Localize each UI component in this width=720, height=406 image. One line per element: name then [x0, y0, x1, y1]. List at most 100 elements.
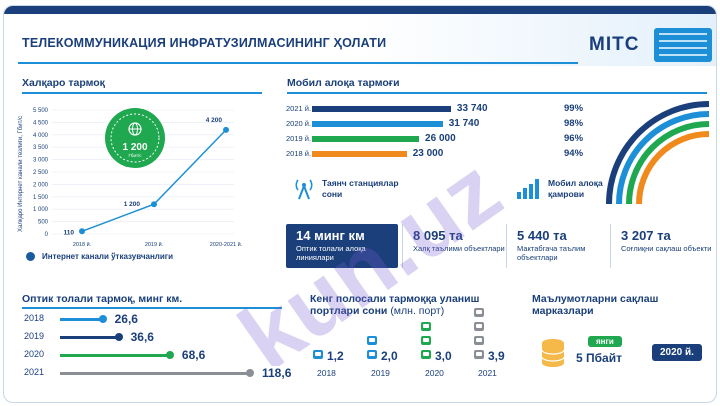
x-tick-label: 2018 й. — [73, 241, 92, 248]
port-year-label: 2019 — [371, 368, 390, 378]
port-icon — [367, 350, 377, 359]
mobile-bar — [312, 106, 451, 112]
fiber-connector-icon — [246, 369, 254, 377]
y-tick-label: 1 000 — [33, 207, 49, 213]
page-title: ТЕЛЕКОММУНИКАЦИЯ ИНФРАТУЗИЛМАСИНИНГ ҲОЛА… — [22, 36, 387, 50]
stat-box-kindergartens: 5 440 та Мактабгача таълим объектлари — [506, 224, 607, 268]
port-year-label: 2021 — [478, 368, 497, 378]
y-tick-label: 4 000 — [33, 133, 49, 139]
header: ТЕЛЕКОММУНИКАЦИЯ ИНФРАТУЗИЛМАСИНИНГ ҲОЛА… — [4, 14, 716, 66]
y-tick-label: 4 500 — [33, 120, 49, 126]
mobile-bar-value: 23 000 — [412, 148, 444, 159]
section-title-ports: Кенг полосали тармоққа уланиш портлари с… — [310, 293, 500, 317]
port-icon — [474, 350, 484, 359]
badge-caption: Гбит/с — [128, 153, 142, 158]
legend-label: Интернет канали ўтказувчанлиги — [42, 252, 174, 261]
legend-marker — [26, 252, 35, 261]
stat-value: 5 440 та — [517, 228, 567, 243]
coverage-percent: 99% — [564, 103, 584, 114]
fiber-connector-icon — [98, 315, 107, 323]
mobile-year-label: 2021 й. — [286, 104, 312, 113]
infographic-frame: ТЕЛЕКОММУНИКАЦИЯ ИНФРАТУЗИЛМАСИНИНГ ҲОЛА… — [3, 5, 717, 403]
port-icon — [421, 350, 431, 359]
port-value: 3,0 — [435, 349, 452, 363]
stat-box-schools: 8 095 та Халқ таълими объектлари — [402, 224, 505, 268]
x-tick-label: 2020-2021 й. — [210, 241, 243, 248]
data-point — [151, 201, 157, 208]
mobile-bar-value: 31 740 — [448, 118, 480, 129]
mobile-year-label: 2018 й. — [286, 149, 312, 158]
port-value: 3,9 — [488, 349, 505, 363]
optical-year-label: 2019 — [24, 331, 45, 341]
optical-year-label: 2020 — [24, 349, 45, 359]
y-tick-label: 2 500 — [33, 170, 49, 176]
optical-bar — [60, 354, 170, 357]
fiber-connector-icon — [165, 351, 174, 359]
section-underline — [22, 92, 262, 94]
stat-caption: Мактабгача таълим объектлари — [517, 244, 586, 262]
data-point — [79, 228, 85, 235]
stat-caption: Халқ таълими объектлари — [413, 244, 505, 253]
mobile-bar-value: 26 000 — [425, 133, 456, 144]
section-title-datacenters: Маълумотларни сақлаш марказлари — [532, 293, 659, 317]
port-icon — [474, 308, 484, 317]
port-icon — [313, 350, 323, 359]
section-underline — [22, 307, 282, 309]
header-divider — [18, 62, 578, 64]
port-year-label: 2020 — [425, 368, 444, 378]
ports-title: Кенг полосали тармоққа уланиш портлари с… — [310, 293, 480, 317]
coverage-label: Мобил алоқа қамрови — [548, 178, 603, 199]
mobile-bar — [312, 121, 443, 127]
stat-box-health: 3 207 та Соғлиқни сақлаш объекти — [610, 224, 712, 268]
y-tick-label: 3 000 — [33, 158, 49, 164]
port-icon — [367, 336, 377, 345]
optical-year-label: 2018 — [24, 313, 45, 323]
y-tick-label: 2 000 — [33, 182, 49, 188]
fiber-connector-icon — [114, 333, 123, 341]
coverage-percent: 94% — [564, 148, 584, 159]
section-underline — [287, 92, 707, 94]
storage-value: 5 Пбайт — [576, 351, 622, 365]
section-title-mobile: Мобил алоқа тармоғи — [287, 77, 400, 89]
mobile-year-label: 2020 й. — [286, 119, 312, 128]
coverage-arcs — [606, 101, 710, 205]
globe-icon — [128, 122, 142, 136]
y-axis-label: Халқаро Интернет канали тезлиги, Гбит/с — [18, 116, 24, 232]
y-tick-label: 5 500 — [33, 108, 49, 114]
port-year-label: 2018 — [317, 368, 336, 378]
ports-unit: (млн. порт) — [390, 305, 445, 317]
stat-value: 14 минг км — [296, 228, 365, 243]
stat-value: 8 095 та — [413, 228, 463, 243]
optical-bar — [60, 372, 250, 375]
section-title-international: Халқаро тармоқ — [22, 77, 105, 89]
mobile-bar — [312, 151, 407, 157]
cell-tower-icon — [295, 179, 313, 200]
data-point — [223, 126, 229, 133]
new-badge: янги — [588, 336, 622, 347]
port-value: 2,0 — [381, 349, 398, 363]
badge-value: 1 200 — [122, 142, 147, 153]
optical-bar — [60, 336, 119, 339]
optical-value: 36,6 — [130, 330, 154, 344]
stations-label: Таянч станциялар сони — [322, 178, 399, 199]
top-bar — [4, 6, 716, 14]
speed-badge: 1 200 Гбит/с — [105, 108, 165, 168]
stat-value: 3 207 та — [621, 228, 671, 243]
ministry-emblem-icon — [654, 28, 712, 62]
data-label: 110 — [64, 229, 75, 236]
section-title-optical: Оптик толали тармоқ, минг км. — [22, 293, 183, 305]
optical-value: 68,6 — [181, 348, 206, 362]
y-tick-label: 1 500 — [33, 195, 49, 201]
port-icon — [421, 322, 431, 331]
international-line-chart: Халқаро Интернет канали тезлиги, Гбит/с … — [18, 108, 243, 248]
mitc-logo: MITC — [589, 34, 640, 55]
x-tick-label: 2019 й. — [145, 241, 164, 248]
optical-bar — [60, 318, 103, 321]
optical-value: 118,6 — [262, 366, 292, 380]
data-label: 1 200 — [124, 201, 141, 208]
coverage-percent: 98% — [564, 118, 584, 129]
datacenter-year: 2020 й. — [652, 344, 702, 361]
y-tick-label: 500 — [38, 220, 49, 226]
optical-value: 26,6 — [114, 312, 138, 326]
stat-box-fiber: 14 минг км Оптик толали алоқа линиялари — [286, 224, 398, 268]
